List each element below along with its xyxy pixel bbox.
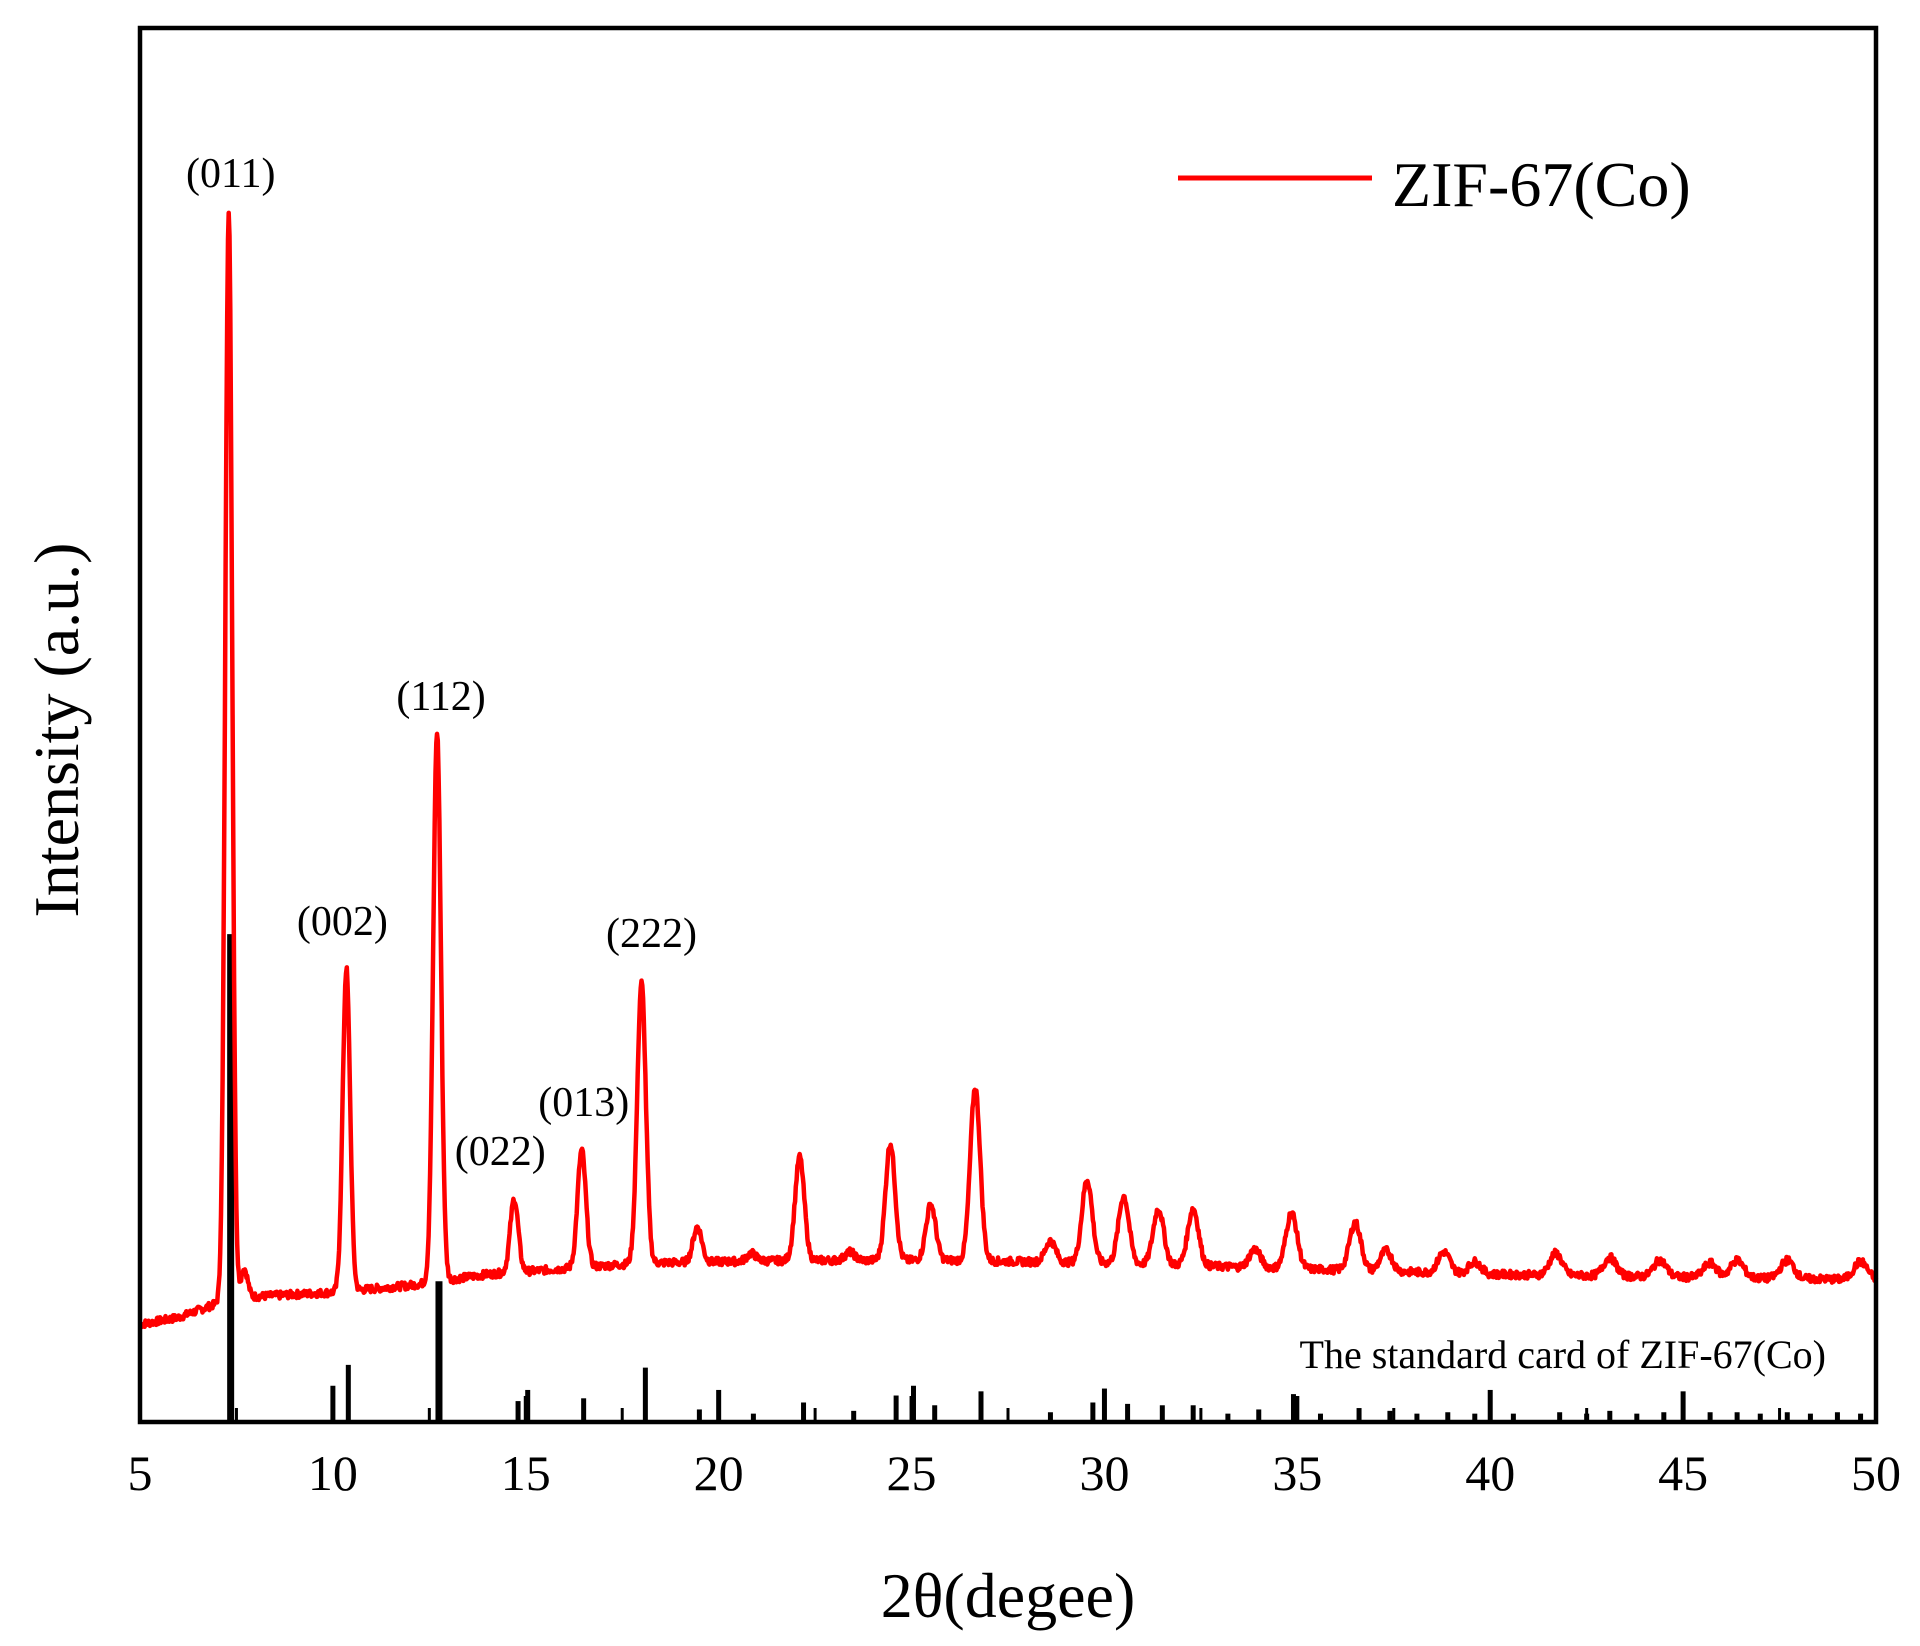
- peak-label: (013): [538, 1080, 629, 1126]
- legend-label-zif-67: ZIF-67(Co): [1392, 149, 1691, 220]
- series-line-zif-67: [138, 210, 1879, 1330]
- x-tick-label: 10: [308, 1445, 358, 1501]
- peak-labels: (011) (002) (112) (022)(013) (222): [186, 151, 697, 1175]
- x-tick-label: 35: [1272, 1445, 1322, 1501]
- peak-label: (011): [186, 151, 275, 197]
- x-tick-label: 25: [887, 1445, 937, 1501]
- x-tick-label: 40: [1465, 1445, 1515, 1501]
- x-axis-title: 2θ(degee): [881, 1560, 1136, 1631]
- reference-card-label: The standard card of ZIF-67(Co): [1300, 1332, 1826, 1377]
- x-tick-label: 20: [694, 1445, 744, 1501]
- peak-label: (022): [455, 1129, 546, 1175]
- x-tick-label: 45: [1658, 1445, 1708, 1501]
- y-axis-title: Intensity (a.u.): [21, 543, 92, 918]
- peak-label: (002): [297, 899, 388, 945]
- x-tick-label: 15: [501, 1445, 551, 1501]
- x-axis-tick-labels: 5 10 15 20 25 30 35 40 45 50: [128, 1445, 1902, 1501]
- peak-label: (222): [606, 911, 697, 957]
- peak-label: (112): [396, 674, 485, 720]
- legend: ZIF-67(Co): [1178, 149, 1691, 220]
- x-tick-label: 5: [128, 1445, 153, 1501]
- x-axis-ticks: [138, 1396, 1878, 1422]
- x-tick-label: 50: [1851, 1445, 1901, 1501]
- x-tick-label: 30: [1079, 1445, 1129, 1501]
